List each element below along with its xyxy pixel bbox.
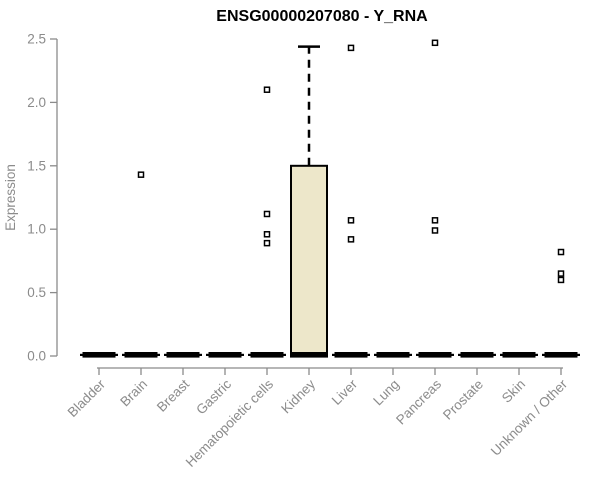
outlier-point [347,236,355,243]
box-median-line [82,352,116,358]
y-axis-title: Expression [3,164,18,231]
outlier-point [557,248,565,256]
box-median-line [502,352,536,358]
box-median-line [334,352,368,358]
box-median-line [544,352,578,358]
outlier-point [431,227,439,234]
y-tick-label: 2.5 [27,32,46,47]
outlier-point [347,44,355,52]
box-median-line [166,352,200,358]
x-tick-label: Skin [499,377,528,406]
outlier-point [431,217,439,224]
x-tick-label: Breast [154,376,192,414]
x-tick-label: Lung [370,377,402,409]
box-median-line [250,352,284,358]
y-tick-label: 0.0 [27,349,46,364]
outlier-point [431,39,439,47]
outlier-point [347,217,355,224]
box-median-line [124,352,158,358]
chart-title: ENSG00000207080 - Y_RNA [216,8,428,25]
y-tick-label: 2.0 [27,95,46,110]
outlier-point [263,239,271,247]
box-rect [290,164,328,357]
outlier-point [263,210,271,218]
box-median-line [376,352,410,358]
box-median-line [418,352,452,358]
box-median-line [460,352,494,358]
x-tick-label: Pancreas [393,376,444,427]
box-median-line [290,352,328,358]
x-tick-label: Bladder [65,376,109,420]
box-median-line [208,352,242,358]
y-tick-label: 0.5 [27,285,46,300]
outlier-point [263,231,271,238]
x-tick-label: Brain [117,377,150,410]
x-tick-label: Gastric [193,376,234,417]
y-tick-label: 1.0 [27,222,46,237]
outlier-point [557,276,565,284]
outlier-point [263,86,271,93]
outlier-point [557,270,565,277]
y-tick-label: 1.5 [27,158,46,173]
x-tick-label: Kidney [278,376,318,416]
x-tick-label: Prostate [440,377,486,423]
outlier-point [137,171,145,178]
x-tick-label: Unknown / Other [488,376,571,459]
x-tick-label: Liver [329,376,361,408]
